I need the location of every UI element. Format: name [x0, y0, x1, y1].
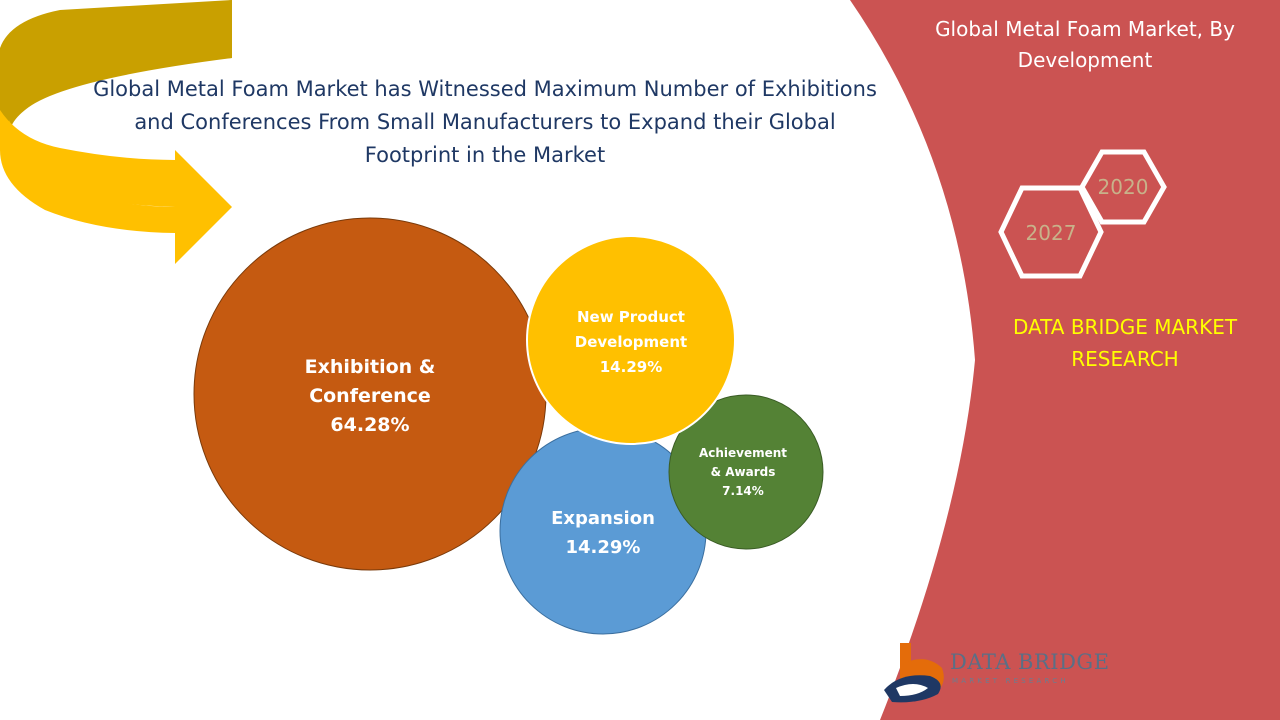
headline: Global Metal Foam Market has Witnessed M…	[93, 77, 877, 167]
label-exhibition-conference: Exhibition & Conference 64.28%	[270, 353, 470, 440]
data-bridge-logo-icon	[884, 643, 944, 703]
label-new-product-development-name: New Product Development	[574, 308, 688, 351]
bubble-new-product-development	[526, 235, 736, 445]
curved-arrow-icon	[0, 0, 232, 264]
label-exhibition-conference-value: 64.28%	[330, 414, 410, 436]
label-expansion-name: Expansion	[551, 508, 655, 529]
label-expansion: Expansion 14.29%	[523, 504, 683, 562]
brand-name: DATA BRIDGE MARKET RESEARCH	[1012, 315, 1238, 371]
bubble-achievement-awards	[668, 394, 824, 550]
label-achievement-awards-name: Achievement & Awards	[698, 446, 788, 479]
label-achievement-awards: Achievement & Awards 7.14%	[686, 444, 800, 501]
hexagon-2027	[998, 185, 1104, 279]
side-panel	[850, 0, 1280, 720]
hex-year-2020: 2020	[1097, 175, 1149, 199]
logo-name: DATA BRIDGE	[950, 650, 1110, 674]
hex-year-2027: 2027	[1025, 221, 1077, 245]
label-achievement-awards-value: 7.14%	[722, 484, 764, 498]
label-new-product-development-value: 14.29%	[599, 358, 663, 376]
label-exhibition-conference-name: Exhibition & Conference	[304, 356, 436, 407]
label-expansion-value: 14.29%	[565, 537, 641, 558]
panel-title: Global Metal Foam Market, By Development	[935, 17, 1235, 72]
label-new-product-development: New Product Development 14.29%	[556, 305, 706, 380]
logo-tagline: MARKET RESEARCH	[952, 677, 1069, 685]
